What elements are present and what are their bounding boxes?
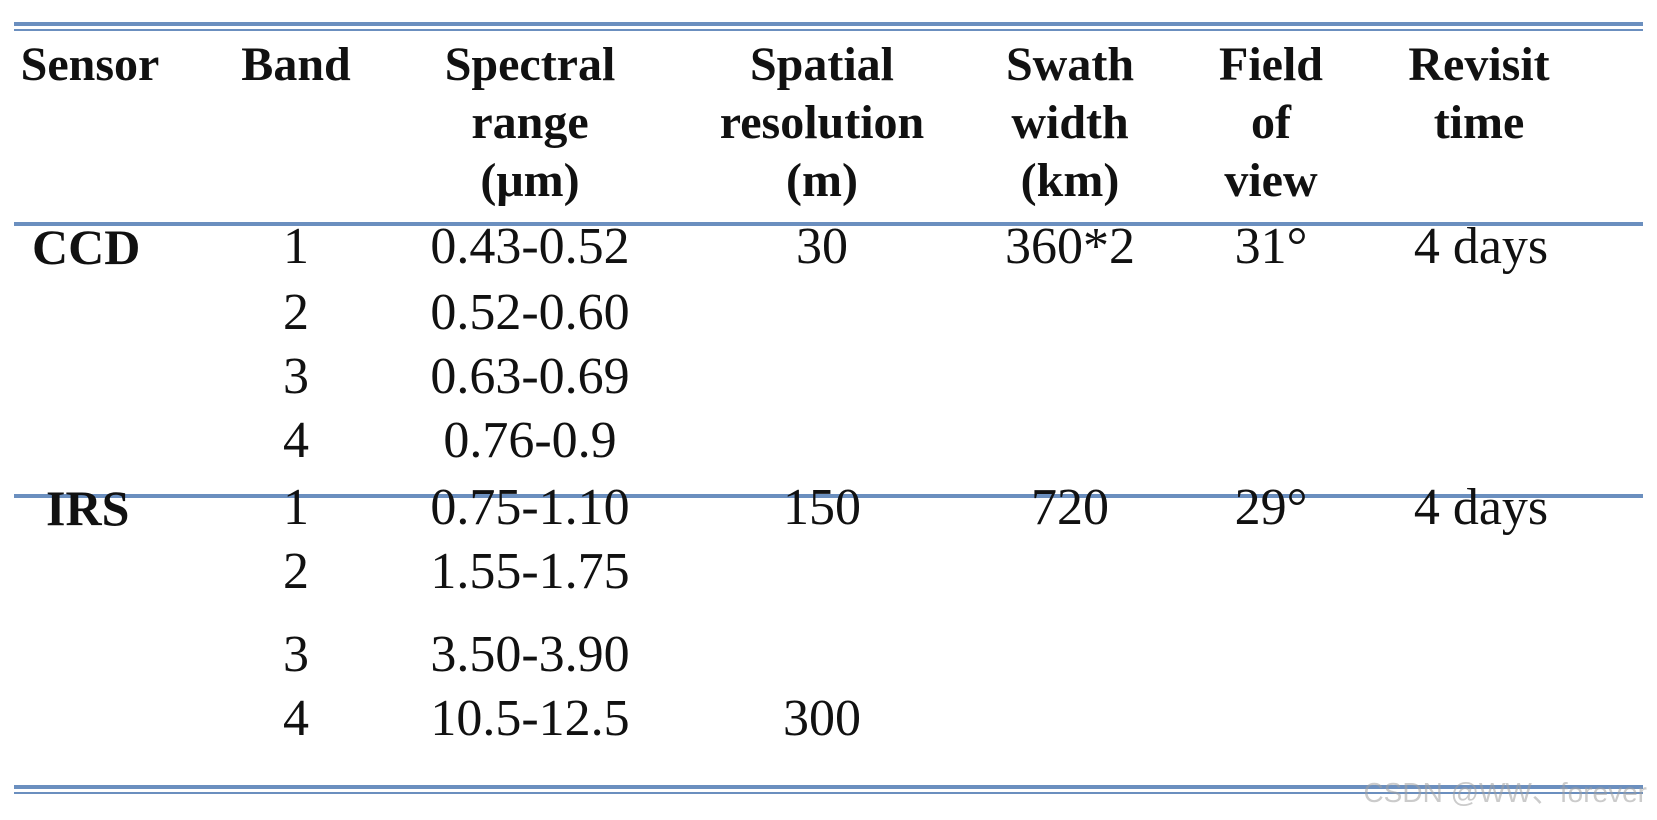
spectral-range-cell: 1.55-1.75 xyxy=(430,543,630,600)
band-cell: 1 xyxy=(283,218,309,275)
spectral-range-cell: 0.75-1.10 xyxy=(430,479,630,536)
sensor-cell: CCD xyxy=(32,219,141,275)
spectral-range-cell: 0.52-0.60 xyxy=(430,284,630,341)
spectral-range-cell: 10.5-12.5 xyxy=(430,690,630,747)
band-cell: 3 xyxy=(283,626,309,683)
spectral-range-cell: 3.50-3.90 xyxy=(430,626,630,683)
band-cell: 4 xyxy=(283,412,309,469)
band-cell: 2 xyxy=(283,543,309,600)
band-cell: 3 xyxy=(283,348,309,405)
table-bottom-rule xyxy=(14,785,1643,789)
header-swath-width: Swath width (km) xyxy=(1005,38,1135,207)
spectral-range-cell: 0.76-0.9 xyxy=(443,412,617,469)
fov-cell: 29° xyxy=(1234,479,1308,536)
fov-cell: 31° xyxy=(1234,218,1308,275)
spectral-range-cell: 0.43-0.52 xyxy=(430,218,630,275)
table-top-rule xyxy=(14,22,1643,26)
spatial-resolution-cell: 150 xyxy=(783,479,861,536)
revisit-cell: 4 days xyxy=(1413,218,1549,275)
watermark: CSDN @WW、forever xyxy=(1363,777,1647,808)
header-field-of-view: Field of view xyxy=(1219,38,1323,207)
spatial-resolution-cell: 300 xyxy=(783,690,861,747)
band-cell: 2 xyxy=(283,284,309,341)
swath-cell: 720 xyxy=(1031,479,1109,536)
header-spatial-resolution: Spatial resolution (m) xyxy=(719,38,925,207)
spatial-resolution-cell: 30 xyxy=(796,218,848,275)
header-sensor: Sensor xyxy=(20,38,160,91)
header-spectral-range: Spectral range (μm) xyxy=(444,38,616,207)
table-top-rule-double xyxy=(14,29,1643,31)
swath-cell: 360*2 xyxy=(1005,218,1135,275)
revisit-cell: 4 days xyxy=(1413,479,1549,536)
band-cell: 4 xyxy=(283,690,309,747)
band-cell: 1 xyxy=(283,479,309,536)
header-separator-rule xyxy=(14,222,1643,226)
spectral-range-cell: 0.63-0.69 xyxy=(430,348,630,405)
sensor-cell: IRS xyxy=(46,480,130,536)
group-separator-rule xyxy=(14,494,1643,498)
table-bottom-rule-double xyxy=(14,792,1643,794)
header-band: Band xyxy=(241,38,351,91)
header-revisit-time: Revisit time xyxy=(1408,38,1550,149)
